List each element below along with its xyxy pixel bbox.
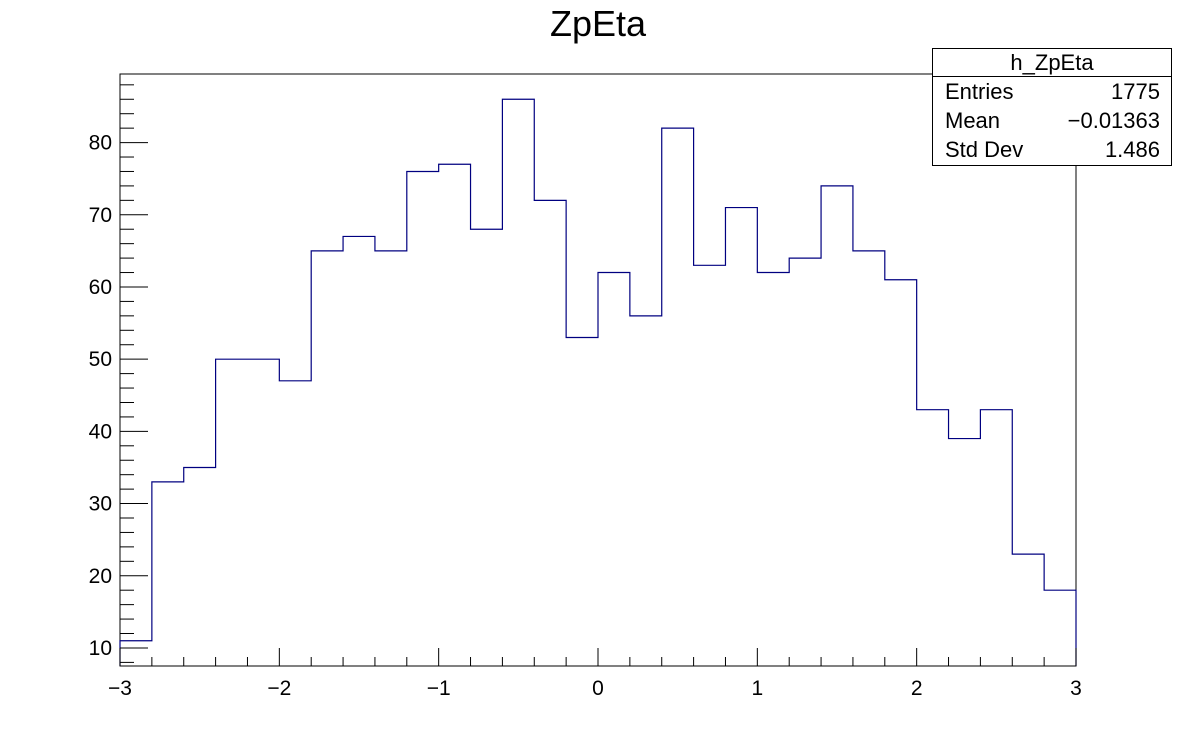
histogram-bin <box>279 381 311 666</box>
histogram-bin <box>247 359 279 666</box>
histogram-bin <box>630 316 662 666</box>
histogram-bin <box>821 186 853 666</box>
histogram-bin <box>885 280 917 666</box>
y-tick-label: 40 <box>89 420 112 443</box>
y-axis-ticks: 10 20 30 40 50 60 70 80 <box>89 84 148 663</box>
y-tick-label: 30 <box>89 493 112 516</box>
stats-label-mean: Mean <box>945 108 1001 133</box>
histogram-bin <box>694 265 726 666</box>
x-tick-label: −1 <box>427 677 451 700</box>
histogram-bin <box>216 359 248 666</box>
y-tick-label: 50 <box>89 348 112 371</box>
x-tick-label: 2 <box>911 677 923 700</box>
histogram-bin <box>502 99 534 666</box>
histogram-bin <box>152 482 184 666</box>
stats-value-stddev: 1.486 <box>1104 137 1160 162</box>
histogram-bin <box>1012 554 1044 666</box>
histogram-bin <box>534 200 566 666</box>
stats-row-stddev: Std Dev 1.486 <box>933 135 1171 164</box>
stats-row-mean: Mean −0.01363 <box>933 106 1171 135</box>
stats-box: h_ZpEta Entries 1775 Mean −0.01363 Std D… <box>932 48 1172 166</box>
y-tick-label: 10 <box>89 637 112 660</box>
histogram-bin <box>1044 590 1076 666</box>
histogram-bin <box>566 338 598 666</box>
histogram-bin <box>757 273 789 666</box>
histogram-bin <box>980 410 1012 666</box>
histogram-bin <box>375 251 407 666</box>
stats-box-title: h_ZpEta <box>933 49 1171 77</box>
stats-value-mean: −0.01363 <box>1067 108 1160 133</box>
histogram-line <box>119 98 1077 666</box>
chart-title: ZpEta <box>550 3 647 44</box>
x-tick-label: 3 <box>1070 677 1082 700</box>
histogram-bin <box>949 439 981 666</box>
stats-label-entries: Entries <box>945 79 1014 104</box>
histogram-bin <box>439 164 471 666</box>
x-tick-label: 1 <box>751 677 763 700</box>
stats-value-entries: 1775 <box>1111 79 1160 104</box>
histogram-bin <box>343 236 375 666</box>
histogram-bins <box>120 99 1076 666</box>
stats-row-entries: Entries 1775 <box>933 77 1171 106</box>
x-tick-label: −3 <box>108 677 132 700</box>
histogram-bin <box>853 251 885 666</box>
stats-label-stddev: Std Dev <box>945 137 1024 162</box>
y-tick-label: 60 <box>89 276 112 299</box>
x-axis-ticks: −3 −2 −1 0 1 2 3 <box>108 648 1082 700</box>
histogram-bin <box>407 171 439 666</box>
histogram-bin <box>789 258 821 666</box>
histogram-bin <box>471 229 503 666</box>
histogram-bin <box>725 208 757 666</box>
histogram-bin <box>598 273 630 666</box>
histogram-bin <box>662 128 694 666</box>
y-tick-label: 20 <box>89 565 112 588</box>
y-tick-label: 70 <box>89 204 112 227</box>
y-tick-label: 80 <box>89 132 112 155</box>
histogram-bin <box>184 467 216 666</box>
histogram-bin <box>311 251 343 666</box>
x-tick-label: 0 <box>592 677 604 700</box>
x-tick-label: −2 <box>267 677 291 700</box>
histogram-bin <box>917 410 949 666</box>
